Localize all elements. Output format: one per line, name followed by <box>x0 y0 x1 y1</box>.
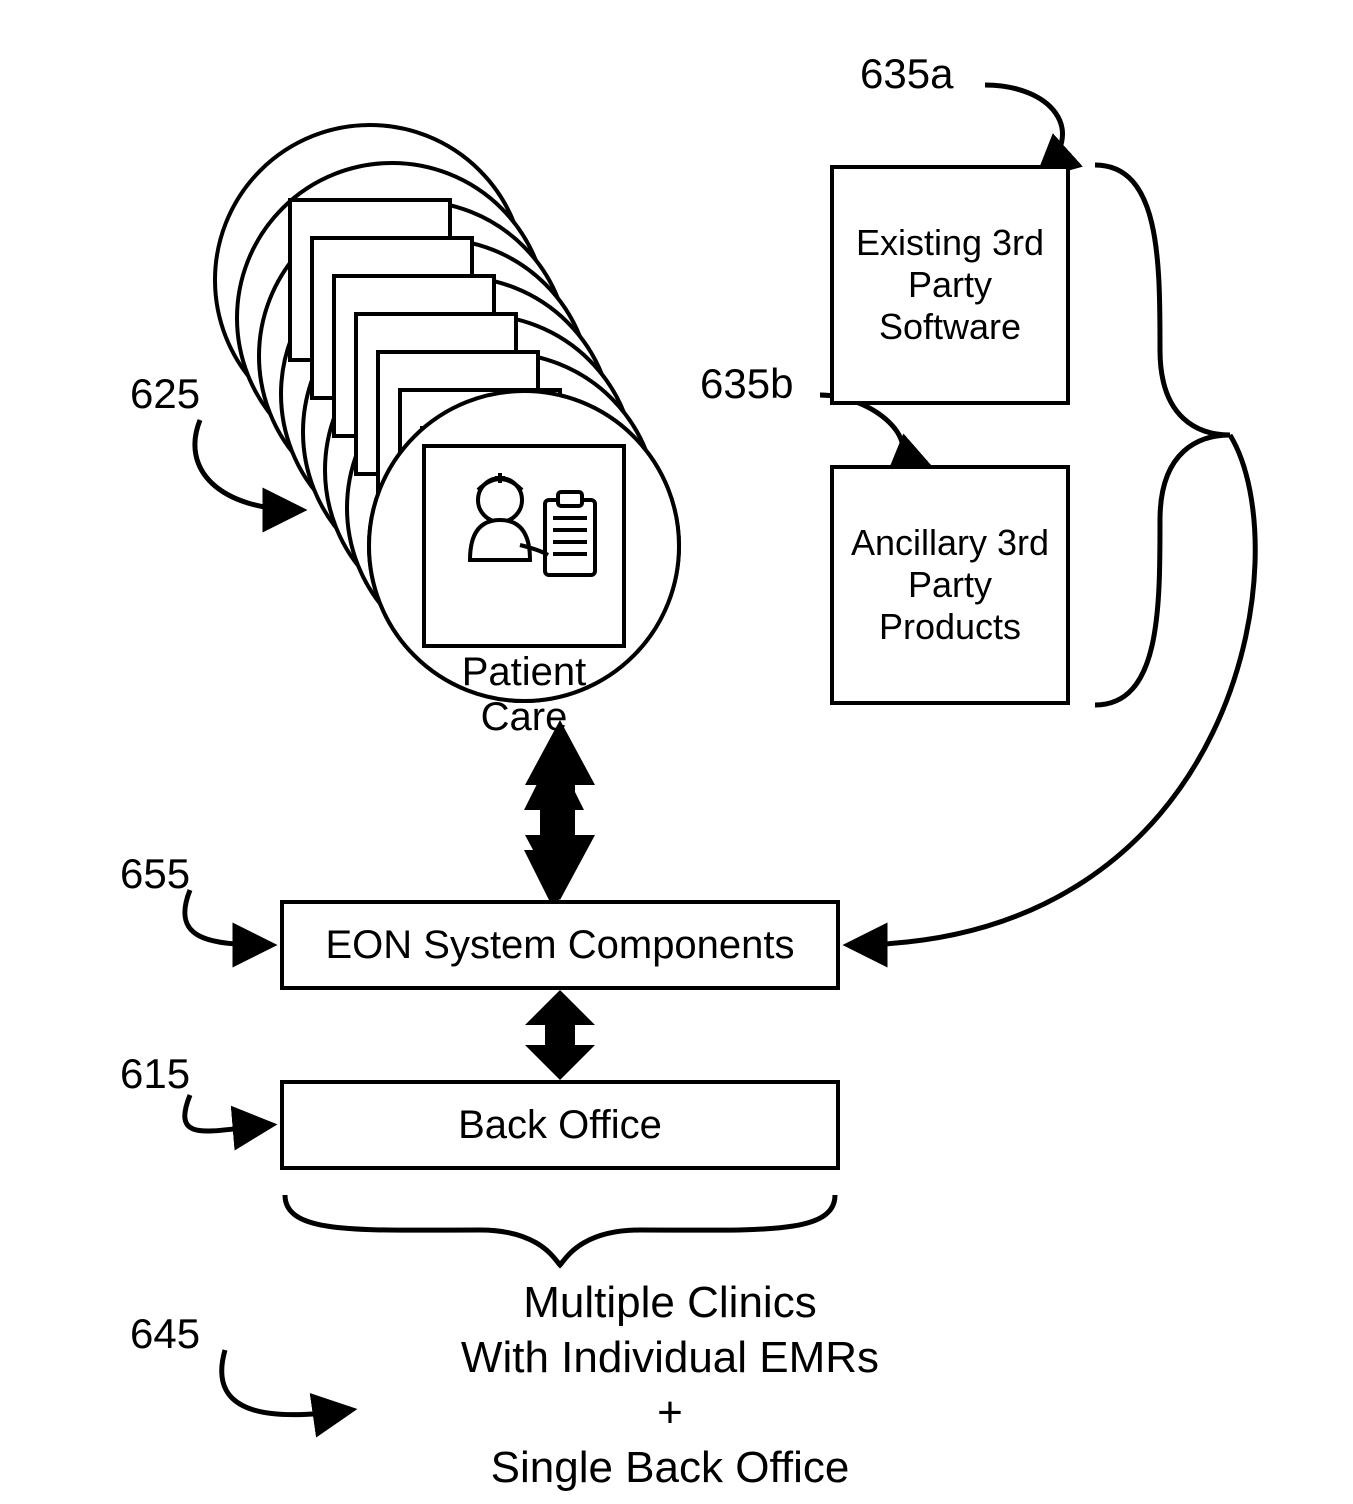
bottom-brace <box>285 1195 835 1265</box>
box-ancillary-3rd-party: Ancillary 3rd Party Products <box>830 465 1070 705</box>
bottom-caption: Multiple Clinics With Individual EMRs + … <box>360 1275 980 1495</box>
diagram-canvas: 635a 625 635b 655 615 645 Existing 3rd P… <box>0 0 1353 1504</box>
label-ancillary-3rd: Ancillary 3rd Party Products <box>834 522 1066 648</box>
ref-625: 625 <box>130 370 200 418</box>
box-existing-3rd-party: Existing 3rd Party Software <box>830 165 1070 405</box>
caption-line2: With Individual EMRs <box>360 1330 980 1385</box>
arrow-eon-backoffice <box>525 990 595 1080</box>
caption-line3: + <box>360 1385 980 1440</box>
ref-635a: 635a <box>860 50 953 98</box>
ref-655: 655 <box>120 850 190 898</box>
ref-615: 615 <box>120 1050 190 1098</box>
caption-line1: Multiple Clinics <box>360 1275 980 1330</box>
label-back-office: Back Office <box>458 1103 662 1148</box>
ref-635b: 635b <box>700 360 793 408</box>
label-eon: EON System Components <box>325 923 794 968</box>
label-existing-3rd: Existing 3rd Party Software <box>834 222 1066 348</box>
label-patient-care: Patient Care <box>424 650 624 740</box>
box-eon: EON System Components <box>280 900 840 990</box>
caption-line4: Single Back Office <box>360 1440 980 1495</box>
ref-645: 645 <box>130 1310 200 1358</box>
right-brace <box>1095 165 1230 705</box>
box-back-office: Back Office <box>280 1080 840 1170</box>
